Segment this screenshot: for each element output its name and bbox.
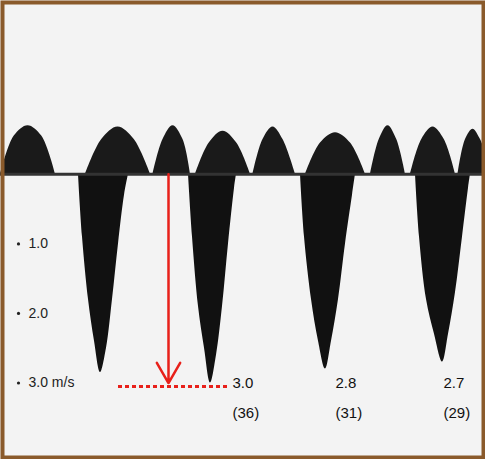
svg-text:(31): (31): [336, 404, 363, 421]
svg-text:2.0: 2.0: [29, 305, 49, 321]
svg-text:3.0 m/s: 3.0 m/s: [29, 374, 75, 390]
svg-text:2.8: 2.8: [336, 374, 357, 391]
svg-text:3.0: 3.0: [233, 374, 254, 391]
svg-text:1.0: 1.0: [29, 235, 49, 251]
svg-text:(36): (36): [233, 404, 260, 421]
svg-text:2.7: 2.7: [444, 374, 465, 391]
svg-text:(29): (29): [444, 404, 471, 421]
